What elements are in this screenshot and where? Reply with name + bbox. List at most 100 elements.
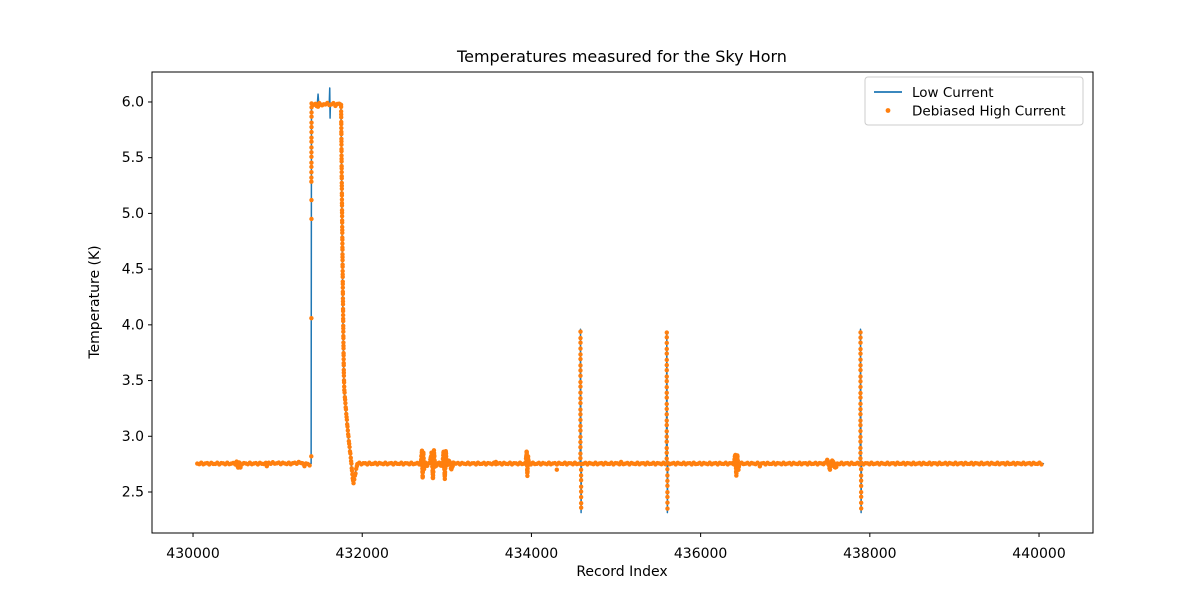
scatter-dot — [665, 483, 670, 488]
x-tick-label: 438000 — [843, 546, 896, 562]
scatter-dot — [858, 467, 864, 472]
scatter-dot — [664, 362, 669, 368]
scatter-dot — [341, 335, 346, 341]
scatter-dot — [858, 406, 863, 412]
scatter-dot — [858, 330, 863, 335]
scatter-dot — [340, 224, 345, 230]
scatter-dot — [442, 469, 448, 475]
legend: Low Current Debiased High Current — [864, 76, 1084, 126]
scatter-dot — [735, 454, 740, 459]
scatter-dot — [340, 268, 345, 274]
scatter-dot — [858, 418, 863, 423]
scatter-dot — [664, 450, 669, 455]
scatter-series-debiased-high-current — [195, 100, 1044, 511]
scatter-dot — [339, 139, 344, 144]
scatter-dot — [339, 153, 344, 158]
scatter-dot — [825, 458, 831, 464]
scatter-dot — [339, 125, 344, 131]
scatter-dot — [309, 114, 314, 119]
x-tick-label: 434000 — [505, 546, 558, 562]
scatter-dot — [858, 390, 863, 396]
scatter-dot — [578, 489, 584, 494]
y-tick-label: 5.0 — [122, 206, 144, 222]
scatter-dot — [578, 352, 583, 357]
scatter-dot — [341, 380, 347, 385]
scatter-dot — [734, 471, 739, 476]
scatter-dot — [578, 478, 584, 483]
scatter-dot — [858, 456, 863, 461]
scatter-dot — [340, 285, 346, 290]
legend-label-debiased-high-current: Debiased High Current — [912, 104, 1066, 120]
scatter-dot — [339, 166, 344, 171]
scatter-dot — [618, 459, 624, 465]
scatter-dot — [858, 395, 863, 400]
scatter-dot — [340, 254, 345, 260]
scatter-dot — [341, 326, 346, 331]
scatter-dot — [432, 454, 437, 459]
scatter-dot — [339, 197, 345, 202]
scatter-dot — [345, 428, 351, 433]
scatter-dot — [858, 506, 864, 511]
scatter-dot — [578, 400, 583, 406]
scatter-dot — [578, 467, 584, 473]
scatter-dot — [341, 373, 347, 378]
scatter-dot — [309, 150, 314, 155]
scatter-dot — [664, 422, 669, 428]
scatter-dot — [309, 135, 314, 140]
y-tick-label: 2.5 — [122, 484, 144, 500]
scatter-dot — [578, 423, 583, 429]
scatter-dot — [339, 193, 345, 198]
scatter-dot — [664, 351, 669, 356]
y-tick-label: 5.5 — [122, 150, 144, 166]
scatter-dot — [858, 434, 863, 440]
scatter-dot — [340, 230, 345, 236]
scatter-dot — [339, 159, 344, 164]
scatter-dot — [309, 164, 314, 170]
plot-border — [151, 71, 1094, 534]
scatter-dot — [664, 384, 669, 390]
scatter-dot — [665, 489, 670, 495]
scatter-dot — [858, 363, 863, 368]
scatter-dot — [525, 473, 530, 479]
scatter-dot — [827, 467, 833, 472]
scatter-dot — [430, 473, 436, 478]
scatter-dot — [341, 353, 346, 358]
scatter-dot — [831, 459, 836, 465]
x-tick-label: 430000 — [166, 546, 219, 562]
scatter-dot — [309, 139, 314, 144]
scatter-dot — [665, 494, 670, 500]
scatter-dot — [858, 500, 864, 506]
scatter-dot — [339, 186, 345, 191]
scatter-dot — [309, 120, 314, 125]
scatter-dot — [858, 340, 863, 345]
scatter-dot — [1039, 462, 1044, 467]
scatter-dot — [340, 312, 346, 318]
scatter-dot — [578, 484, 584, 489]
scatter-dot — [578, 363, 583, 368]
scatter-dot — [340, 308, 346, 314]
scatter-dot — [340, 237, 345, 242]
scatter-dot — [858, 357, 863, 362]
scatter-dot — [341, 346, 346, 351]
scatter-dot — [858, 411, 863, 417]
scatter-dot — [858, 351, 863, 356]
scatter-dot — [858, 346, 863, 352]
scatter-dot — [339, 115, 344, 120]
scatter-dot — [664, 368, 669, 373]
y-tick-label: 4.0 — [122, 317, 144, 333]
scatter-dot — [664, 335, 669, 340]
scatter-dot — [578, 412, 583, 417]
scatter-dot — [578, 396, 583, 401]
plot-series — [195, 87, 1045, 514]
x-tick-label: 432000 — [336, 546, 389, 562]
scatter-dot — [340, 264, 345, 269]
scatter-dot — [578, 500, 584, 506]
scatter-dot — [858, 483, 864, 489]
y-tick-label: 3.0 — [122, 429, 144, 445]
scatter-dot — [339, 142, 344, 147]
scatter-dot — [309, 124, 314, 130]
scatter-dot — [665, 473, 670, 478]
scatter-dot — [664, 429, 669, 434]
scatter-dot — [343, 407, 349, 412]
